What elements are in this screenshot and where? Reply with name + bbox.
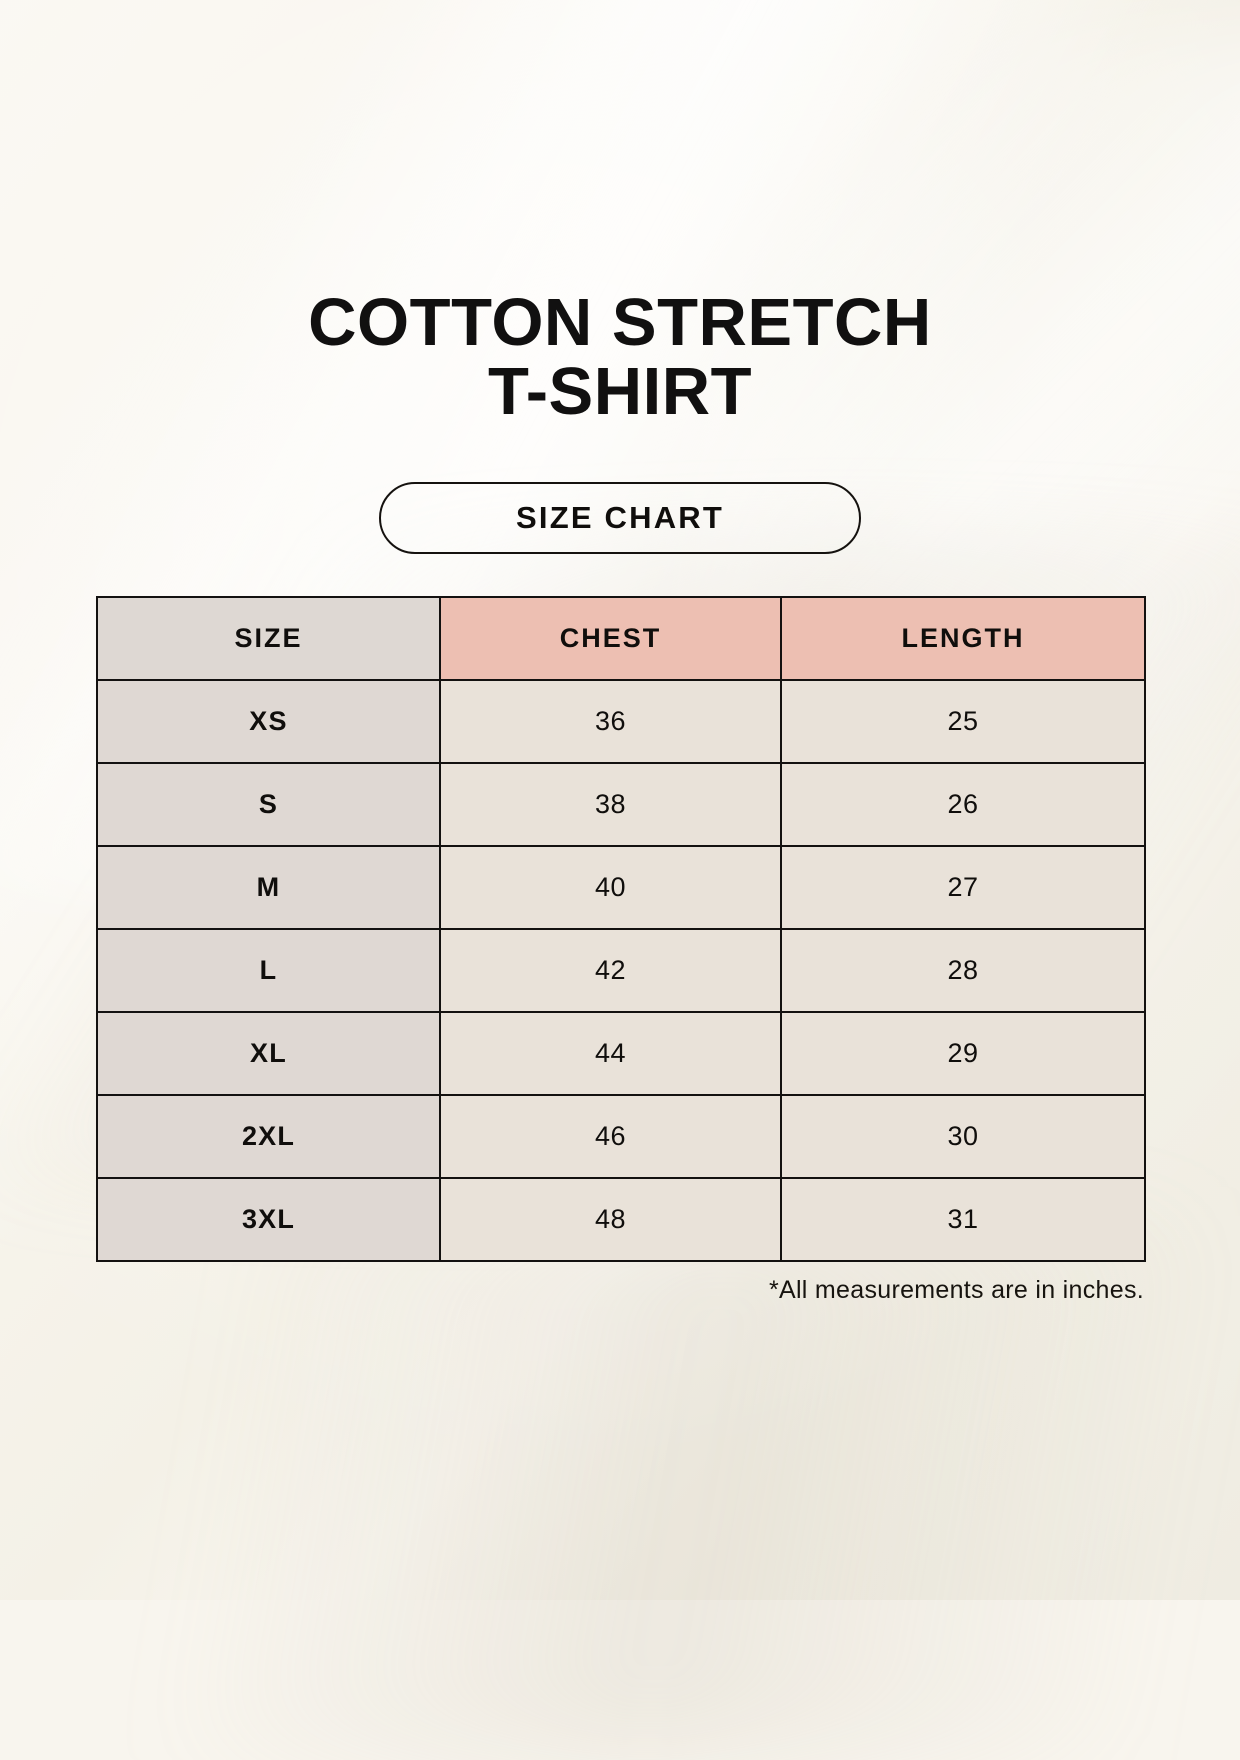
size-chart-table-container: SIZE CHEST LENGTH XS 36 25 S 38 26 M [96, 596, 1146, 1262]
title-line-2: T-SHIRT [487, 354, 753, 429]
table-row: XL 44 29 [96, 1011, 1146, 1096]
cell-length: 27 [780, 845, 1146, 930]
cell-length: 25 [780, 679, 1146, 764]
cell-size: 2XL [96, 1094, 441, 1179]
table-body: XS 36 25 S 38 26 M 40 27 L 42 28 [96, 679, 1146, 1262]
cell-size: S [96, 762, 441, 847]
table-header-row: SIZE CHEST LENGTH [96, 596, 1146, 681]
column-header-chest: CHEST [439, 596, 782, 681]
cell-size: M [96, 845, 441, 930]
table-row: 2XL 46 30 [96, 1094, 1146, 1179]
page-title: COTTON STRETCH T-SHIRT [0, 288, 1240, 426]
cell-chest: 44 [439, 1011, 782, 1096]
cell-length: 28 [780, 928, 1146, 1013]
cell-chest: 36 [439, 679, 782, 764]
cell-size: XL [96, 1011, 441, 1096]
table-row: S 38 26 [96, 762, 1146, 847]
cell-chest: 42 [439, 928, 782, 1013]
cell-length: 26 [780, 762, 1146, 847]
cell-chest: 40 [439, 845, 782, 930]
cell-length: 30 [780, 1094, 1146, 1179]
cell-chest: 38 [439, 762, 782, 847]
cell-length: 29 [780, 1011, 1146, 1096]
title-line-1: COTTON STRETCH [308, 285, 932, 360]
table-header: SIZE CHEST LENGTH [96, 596, 1146, 681]
column-header-size: SIZE [96, 596, 441, 681]
table-row: M 40 27 [96, 845, 1146, 930]
cell-size: L [96, 928, 441, 1013]
cell-size: XS [96, 679, 441, 764]
size-chart-badge: SIZE CHART [379, 482, 861, 554]
cell-chest: 48 [439, 1177, 782, 1262]
table-row: L 42 28 [96, 928, 1146, 1013]
size-chart-badge-label: SIZE CHART [516, 500, 724, 535]
cell-chest: 46 [439, 1094, 782, 1179]
cell-length: 31 [780, 1177, 1146, 1262]
size-chart-table: SIZE CHEST LENGTH XS 36 25 S 38 26 M [96, 596, 1146, 1262]
table-row: XS 36 25 [96, 679, 1146, 764]
table-row: 3XL 48 31 [96, 1177, 1146, 1262]
cell-size: 3XL [96, 1177, 441, 1262]
measurements-footnote: *All measurements are in inches. [768, 1276, 1144, 1304]
column-header-length: LENGTH [780, 596, 1146, 681]
